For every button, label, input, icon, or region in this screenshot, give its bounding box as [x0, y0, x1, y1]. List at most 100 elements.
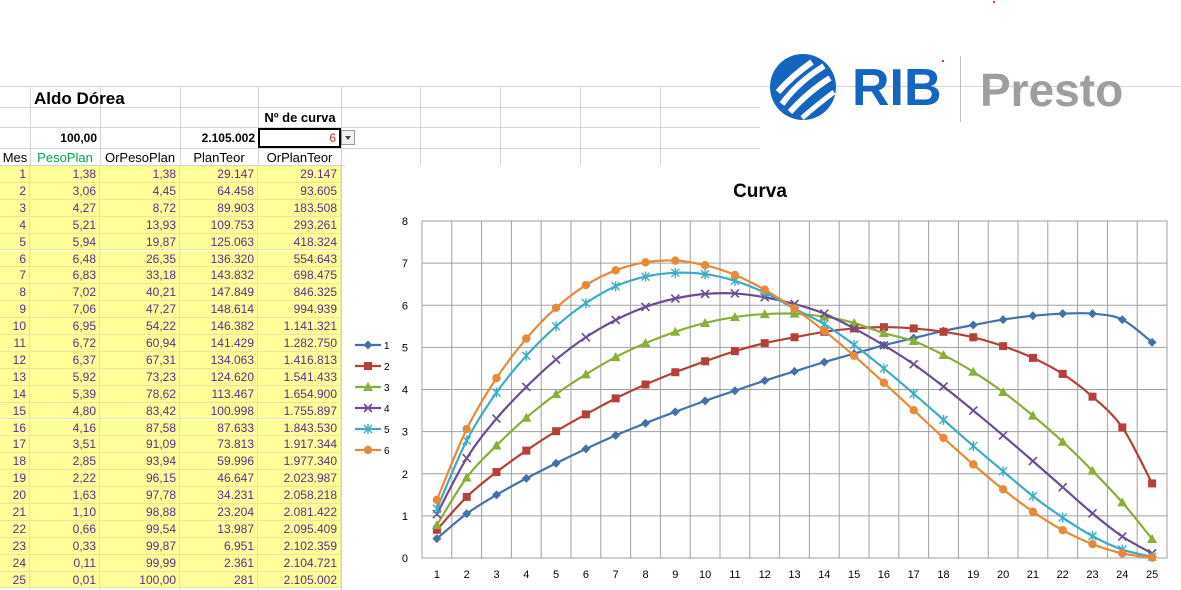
month-cell[interactable]: 25 [0, 571, 30, 589]
month-cell[interactable]: 14 [0, 385, 30, 403]
planteor-cell[interactable]: 89.903 [180, 199, 258, 217]
month-cell[interactable]: 8 [0, 284, 30, 302]
orpesoplan-cell[interactable]: 100,00 [100, 571, 180, 589]
orplanteor-cell[interactable]: 994.939 [258, 301, 341, 319]
month-cell[interactable]: 22 [0, 520, 30, 538]
month-cell[interactable]: 12 [0, 351, 30, 369]
orplanteor-cell[interactable]: 1.654.900 [258, 385, 341, 403]
pesoplan-cell[interactable]: 3,51 [30, 436, 100, 454]
pesoplan-cell[interactable]: 5,39 [30, 385, 100, 403]
orplanteor-cell[interactable]: 1.416.813 [258, 351, 341, 369]
orplanteor-cell[interactable]: 554.643 [258, 250, 341, 268]
orplanteor-cell[interactable]: 1.917.344 [258, 436, 341, 454]
pesoplan-cell[interactable]: 0,01 [30, 571, 100, 589]
orplanteor-cell[interactable]: 2.023.987 [258, 470, 341, 488]
pesoplan-cell[interactable]: 1,10 [30, 504, 100, 521]
pesoplan-cell[interactable]: 6,37 [30, 351, 100, 369]
pesoplan-cell[interactable]: 4,27 [30, 199, 100, 217]
orplanteor-cell[interactable]: 29.147 [258, 166, 341, 183]
planteor-cell[interactable]: 73.813 [180, 436, 258, 454]
pesoplan-cell[interactable]: 4,80 [30, 402, 100, 420]
orplanteor-cell[interactable]: 418.324 [258, 233, 341, 251]
pesoplan-cell[interactable]: 2,22 [30, 470, 100, 488]
pesoplan-cell[interactable]: 0,33 [30, 537, 100, 555]
orpesoplan-cell[interactable]: 26,35 [100, 250, 180, 268]
orplanteor-cell[interactable]: 2.102.359 [258, 537, 341, 555]
orplanteor-cell[interactable]: 2.095.409 [258, 520, 341, 538]
orpesoplan-cell[interactable]: 4,45 [100, 182, 180, 200]
pesoplan-cell[interactable]: 0,66 [30, 520, 100, 538]
planteor-cell[interactable]: 113.467 [180, 385, 258, 403]
orpesoplan-cell[interactable]: 19,87 [100, 233, 180, 251]
orplanteor-cell[interactable]: 2.104.721 [258, 554, 341, 572]
planteor-cell[interactable]: 87.633 [180, 419, 258, 437]
orpesoplan-cell[interactable]: 8,72 [100, 199, 180, 217]
pesoplan-cell[interactable]: 5,21 [30, 216, 100, 234]
planteor-cell[interactable]: 109.753 [180, 216, 258, 234]
orplanteor-cell[interactable]: 1.141.321 [258, 318, 341, 335]
month-cell[interactable]: 21 [0, 504, 30, 521]
planteor-cell[interactable]: 148.614 [180, 301, 258, 319]
orpesoplan-cell[interactable]: 93,94 [100, 453, 180, 471]
pesoplan-cell[interactable]: 6,48 [30, 250, 100, 268]
pesoplan-cell[interactable]: 1,38 [30, 166, 100, 183]
planteor-cell[interactable]: 143.832 [180, 267, 258, 285]
planteor-cell[interactable]: 64.458 [180, 182, 258, 200]
planteor-cell[interactable]: 46.647 [180, 470, 258, 488]
planteor-cell[interactable]: 281 [180, 571, 258, 589]
orpesoplan-cell[interactable]: 78,62 [100, 385, 180, 403]
pesoplan-cell[interactable]: 4,16 [30, 419, 100, 437]
orpesoplan-cell[interactable]: 91,09 [100, 436, 180, 454]
orpesoplan-cell[interactable]: 47,27 [100, 301, 180, 319]
curve-number-input[interactable]: 6 [258, 128, 341, 148]
orpesoplan-cell[interactable]: 40,21 [100, 284, 180, 302]
month-cell[interactable]: 11 [0, 335, 30, 352]
orpesoplan-cell[interactable]: 60,94 [100, 335, 180, 352]
orpesoplan-cell[interactable]: 1,38 [100, 166, 180, 183]
orplanteor-cell[interactable]: 1.977.340 [258, 453, 341, 471]
pesoplan-cell[interactable]: 6,95 [30, 318, 100, 335]
month-cell[interactable]: 10 [0, 318, 30, 335]
month-cell[interactable]: 1 [0, 166, 30, 183]
month-cell[interactable]: 18 [0, 453, 30, 471]
planteor-cell[interactable]: 23.204 [180, 504, 258, 521]
month-cell[interactable]: 19 [0, 470, 30, 488]
pesoplan-cell[interactable]: 7,02 [30, 284, 100, 302]
pesoplan-cell[interactable]: 6,72 [30, 335, 100, 352]
month-cell[interactable]: 24 [0, 554, 30, 572]
orplanteor-cell[interactable]: 1.843.530 [258, 419, 341, 437]
planteor-cell[interactable]: 134.063 [180, 351, 258, 369]
planteor-cell[interactable]: 13.987 [180, 520, 258, 538]
orpesoplan-cell[interactable]: 67,31 [100, 351, 180, 369]
orpesoplan-cell[interactable]: 96,15 [100, 470, 180, 488]
planteor-cell[interactable]: 29.147 [180, 166, 258, 183]
pesoplan-cell[interactable]: 3,06 [30, 182, 100, 200]
month-cell[interactable]: 9 [0, 301, 30, 319]
orpesoplan-cell[interactable]: 87,58 [100, 419, 180, 437]
month-cell[interactable]: 17 [0, 436, 30, 454]
month-cell[interactable]: 13 [0, 368, 30, 386]
planteor-cell[interactable]: 2.361 [180, 554, 258, 572]
planteor-cell[interactable]: 34.231 [180, 487, 258, 504]
orpesoplan-cell[interactable]: 99,99 [100, 554, 180, 572]
orplanteor-cell[interactable]: 2.058.218 [258, 487, 341, 504]
curve-dropdown-button[interactable] [341, 130, 355, 145]
planteor-cell[interactable]: 125.063 [180, 233, 258, 251]
planteor-cell[interactable]: 146.382 [180, 318, 258, 335]
orplanteor-cell[interactable]: 1.282.750 [258, 335, 341, 352]
pesoplan-cell[interactable]: 0,11 [30, 554, 100, 572]
orpesoplan-cell[interactable]: 99,87 [100, 537, 180, 555]
orplanteor-cell[interactable]: 93.605 [258, 182, 341, 200]
month-cell[interactable]: 6 [0, 250, 30, 268]
pesoplan-cell[interactable]: 6,83 [30, 267, 100, 285]
month-cell[interactable]: 23 [0, 537, 30, 555]
orpesoplan-cell[interactable]: 83,42 [100, 402, 180, 420]
month-cell[interactable]: 2 [0, 182, 30, 200]
planteor-cell[interactable]: 147.849 [180, 284, 258, 302]
pesoplan-cell[interactable]: 5,92 [30, 368, 100, 386]
orplanteor-cell[interactable]: 293.261 [258, 216, 341, 234]
orplanteor-cell[interactable]: 1.541.433 [258, 368, 341, 386]
orpesoplan-cell[interactable]: 13,93 [100, 216, 180, 234]
planteor-cell[interactable]: 6.951 [180, 537, 258, 555]
orpesoplan-cell[interactable]: 73,23 [100, 368, 180, 386]
